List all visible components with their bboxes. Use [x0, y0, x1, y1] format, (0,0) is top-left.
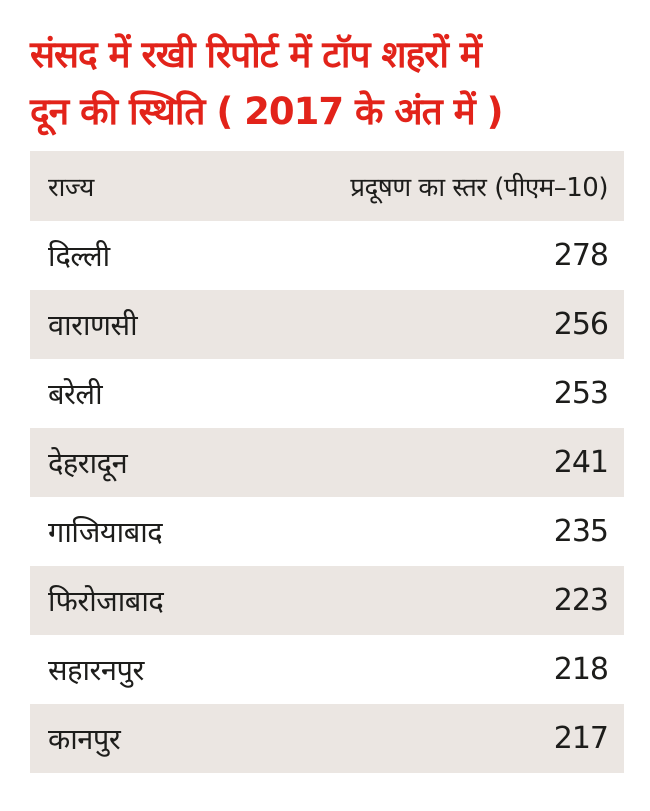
- header-state: राज्य: [48, 173, 94, 203]
- page-title: संसद में रखी रिपोर्ट में टॉप शहरों में द…: [30, 26, 630, 140]
- pollution-table: राज्य प्रदूषण का स्तर (पीएम–10) दिल्ली 2…: [30, 151, 624, 773]
- pollution-value: 235: [553, 514, 609, 549]
- table-row: बरेली 253: [30, 359, 624, 428]
- pollution-value: 253: [553, 376, 609, 411]
- pollution-value: 217: [553, 721, 609, 756]
- header-pollution-level: प्रदूषण का स्तर (पीएम–10): [350, 173, 608, 203]
- city-name: कानपुर: [48, 722, 121, 756]
- city-name: गाजियाबाद: [48, 515, 163, 549]
- pollution-value: 256: [553, 307, 609, 342]
- title-line-1: संसद में रखी रिपोर्ट में टॉप शहरों में: [30, 33, 482, 76]
- city-name: दिल्ली: [48, 239, 110, 273]
- city-name: बरेली: [48, 377, 103, 411]
- pollution-value: 241: [553, 445, 609, 480]
- table-row: सहारनपुर 218: [30, 635, 624, 704]
- table-header-row: राज्य प्रदूषण का स्तर (पीएम–10): [30, 151, 624, 221]
- pollution-value: 278: [553, 238, 609, 273]
- pollution-value: 218: [553, 652, 609, 687]
- table-row: फिरोजाबाद 223: [30, 566, 624, 635]
- table-row: वाराणसी 256: [30, 290, 624, 359]
- pollution-value: 223: [553, 583, 609, 618]
- city-name: वाराणसी: [48, 308, 138, 342]
- table-row: गाजियाबाद 235: [30, 497, 624, 566]
- table-row: दिल्ली 278: [30, 221, 624, 290]
- title-line-2: दून की स्थिति ( 2017 के अंत में ): [30, 90, 503, 133]
- city-name: फिरोजाबाद: [48, 584, 164, 618]
- city-name: देहरादून: [48, 446, 128, 480]
- city-name: सहारनपुर: [48, 653, 144, 687]
- table-row: देहरादून 241: [30, 428, 624, 497]
- table-row: कानपुर 217: [30, 704, 624, 773]
